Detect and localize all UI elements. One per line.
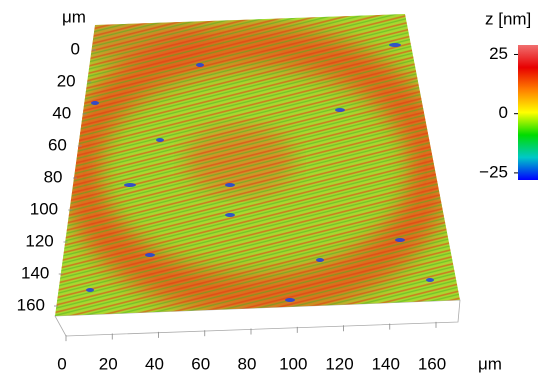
y-tick-label: 100 xyxy=(30,199,58,218)
x-axis-label: μm xyxy=(478,354,502,373)
y-tick-label: 20 xyxy=(57,71,76,90)
x-tick-label: 20 xyxy=(99,354,118,373)
x-tick-label: 120 xyxy=(325,354,353,373)
colorbar-tick-label: 0 xyxy=(499,103,508,122)
y-tick-label: 60 xyxy=(48,135,67,154)
colorbar xyxy=(518,45,538,180)
colorbar-tick-label: −25 xyxy=(479,162,508,181)
x-tick-label: 100 xyxy=(279,354,307,373)
x-tick-label: 140 xyxy=(372,354,400,373)
x-tick-label: 160 xyxy=(418,354,446,373)
surface xyxy=(55,14,460,316)
x-tick-label: 0 xyxy=(57,354,66,373)
y-tick-label: 0 xyxy=(71,39,80,58)
y-tick-label: 140 xyxy=(21,263,49,282)
x-tick-label: 80 xyxy=(238,354,257,373)
colorbar-label: z [nm] xyxy=(485,9,531,28)
y-tick-label: 80 xyxy=(44,167,63,186)
surface-base xyxy=(54,299,461,337)
x-tick-label: 40 xyxy=(145,354,164,373)
y-tick-label: 120 xyxy=(25,231,53,250)
x-tick-label: 60 xyxy=(191,354,210,373)
colorbar-tick-label: 25 xyxy=(489,44,508,63)
y-axis-label: μm xyxy=(62,7,86,26)
y-tick-label: 160 xyxy=(17,295,45,314)
y-tick-label: 40 xyxy=(52,103,71,122)
